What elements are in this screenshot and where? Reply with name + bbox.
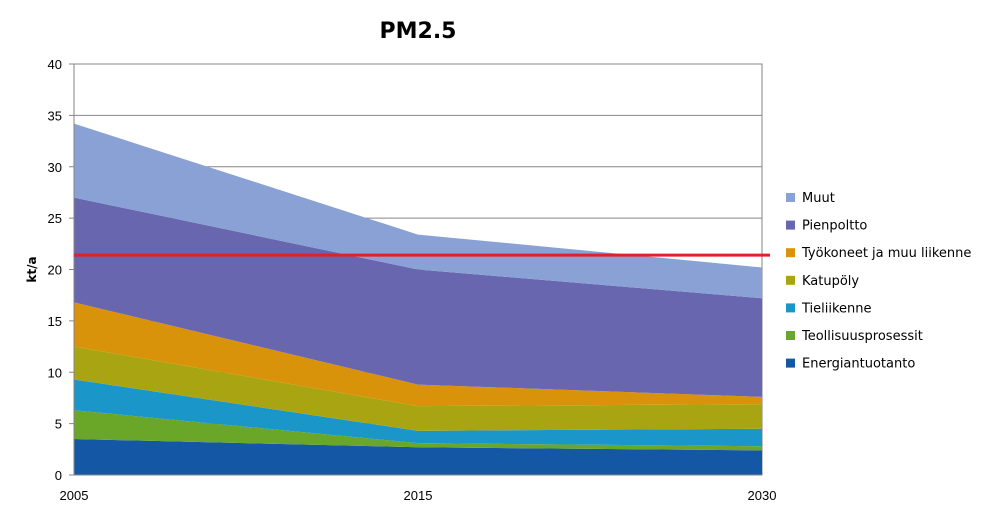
area-energiantuotanto: [74, 439, 762, 475]
y-tick-label-40: 40: [48, 57, 62, 72]
legend-swatch-energiantuotanto: [786, 358, 795, 368]
y-tick-label-15: 15: [48, 314, 62, 329]
legend-swatch-pienpoltto: [786, 220, 795, 230]
legend-swatch-muut: [786, 193, 795, 202]
y-tick-label-30: 30: [48, 160, 62, 175]
legend-label-katup-ly: Katupöly: [802, 274, 859, 289]
y-tick-label-35: 35: [48, 108, 62, 123]
legend-swatch-tieliikenne: [786, 303, 795, 313]
y-tick-label-10: 10: [48, 365, 62, 380]
y-tick-label-5: 5: [55, 417, 62, 432]
area-tieliikenne: [74, 379, 762, 447]
legend-label-energiantuotanto: Energiantuotanto: [802, 357, 915, 372]
y-tick-label-0: 0: [55, 468, 62, 483]
y-tick-label-20: 20: [48, 263, 62, 278]
legend-label-tieliikenne: Tieliikenne: [801, 301, 872, 316]
legend-swatch-ty-koneet-ja-muu-liikenne: [786, 248, 795, 258]
legend-label-pienpoltto: Pienpoltto: [802, 219, 867, 234]
x-tick-label-2030: 2030: [748, 488, 777, 503]
area-teollisuusprosessit: [74, 410, 762, 451]
area-ty-koneet-ja-muu-liikenne: [74, 302, 762, 407]
y-tick-label-25: 25: [48, 211, 62, 226]
legend-swatch-katup-ly: [786, 275, 795, 285]
area-pienpoltto: [74, 197, 762, 397]
y-axis-label: kt/a: [25, 256, 39, 282]
legend-label-ty-koneet-ja-muu-liikenne: Työkoneet ja muu liikenne: [801, 246, 971, 261]
x-tick-label-2015: 2015: [404, 488, 433, 503]
x-tick-label-2005: 2005: [60, 488, 89, 503]
legend-label-teollisuusprosessit: Teollisuusprosessit: [801, 329, 923, 344]
legend-label-muut: Muut: [802, 191, 835, 206]
chart-title: PM2.5: [380, 19, 457, 44]
area-katup-ly: [74, 346, 762, 431]
legend-swatch-teollisuusprosessit: [786, 331, 795, 340]
